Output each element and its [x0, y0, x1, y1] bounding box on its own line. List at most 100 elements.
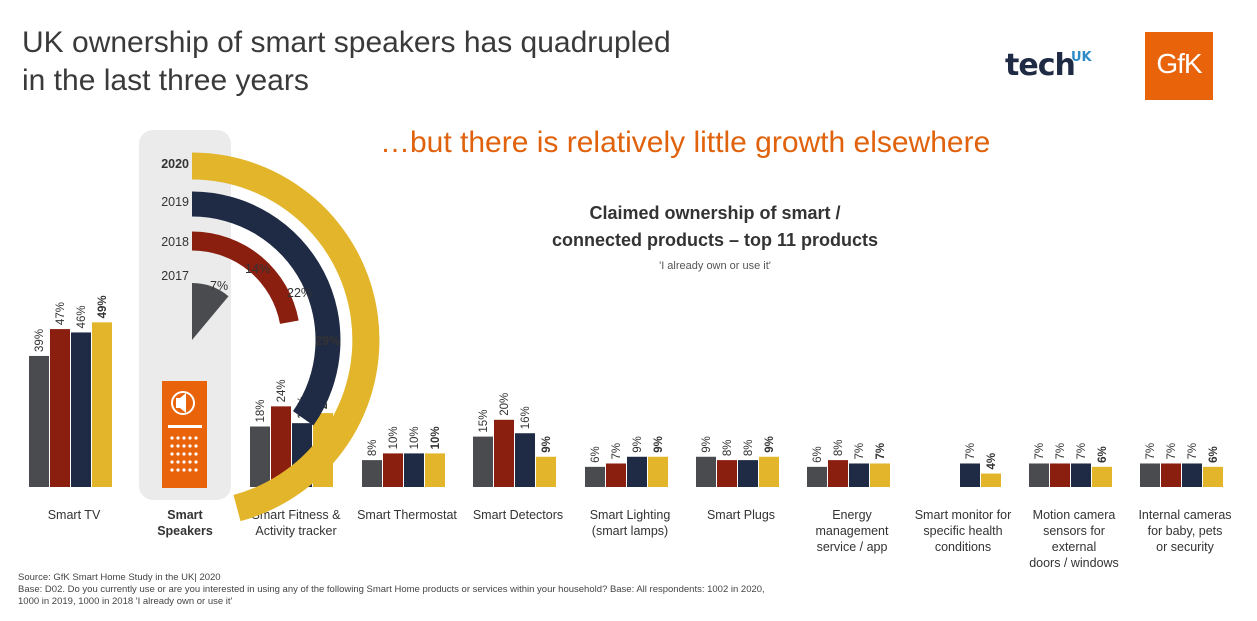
- source-line-1: Source: GfK Smart Home Study in the UK| …: [18, 572, 221, 583]
- data-label: 10%: [388, 426, 400, 449]
- speaker-grille-dot: [182, 468, 186, 472]
- data-label: 6%: [1208, 446, 1220, 463]
- category-label: Energy: [832, 508, 872, 522]
- speaker-grille-dot: [170, 460, 174, 464]
- bar: [473, 436, 493, 487]
- bar: [92, 322, 112, 487]
- arc-value-label: 22%: [287, 286, 312, 300]
- bar: [981, 473, 1001, 487]
- source-line-3: 1000 in 2019, 1000 in 2018 'I already ow…: [18, 596, 233, 607]
- bar: [271, 406, 291, 487]
- data-label: 9%: [764, 436, 776, 453]
- speaker-grille-dot: [188, 452, 192, 456]
- category-group: 6% 7% 9% 9% Smart Lighting (smart lamps): [585, 436, 670, 538]
- bar: [759, 456, 779, 487]
- page-title: UK ownership of smart speakers has quadr…: [22, 24, 782, 100]
- arc-value-label: 7%: [210, 279, 228, 293]
- category-label: Smart Lighting: [590, 508, 671, 522]
- category-label: conditions: [935, 540, 991, 554]
- data-label: 8%: [833, 439, 845, 456]
- chart-title: Claimed ownership of smart / connected p…: [515, 200, 915, 254]
- category-label: Speakers: [157, 524, 213, 538]
- category-label: Smart monitor for: [915, 508, 1012, 522]
- category-group: 39% 47% 46% 49% Smart TV: [29, 295, 112, 522]
- bar: [50, 329, 70, 487]
- category-label: Smart Thermostat: [357, 508, 457, 522]
- category-label: external: [1052, 540, 1096, 554]
- speaker-grille-dot: [188, 444, 192, 448]
- speaker-grille-dot: [170, 452, 174, 456]
- data-label: 7%: [875, 443, 887, 460]
- speaker-grille-dot: [176, 460, 180, 464]
- bar: [1161, 463, 1181, 487]
- data-label: 9%: [701, 436, 713, 453]
- source-line-2: Base: D02. Do you currently use or are y…: [18, 584, 765, 595]
- gfk-logo: GfK: [1145, 32, 1213, 100]
- data-label: 15%: [478, 410, 490, 433]
- data-label: 8%: [367, 439, 379, 456]
- data-label: 7%: [1055, 443, 1067, 460]
- techuk-logo: tech UK: [1005, 48, 1125, 88]
- data-label: 7%: [965, 443, 977, 460]
- speaker-grille-dot: [170, 468, 174, 472]
- smart-speaker-arcs: 2017 7% 2018 14% 2019 22% 2020 29%: [161, 152, 380, 522]
- speaker-ring: [171, 391, 195, 415]
- speaker-grille-dot: [182, 436, 186, 440]
- bar: [515, 433, 535, 487]
- speaker-grille-dot: [194, 468, 198, 472]
- speaker-grille-dot: [194, 452, 198, 456]
- techuk-logo-sup: UK: [1071, 50, 1092, 65]
- subtitle: …but there is relatively little growth e…: [380, 126, 991, 159]
- bar: [494, 419, 514, 487]
- arc-year-label: 2019: [161, 195, 189, 209]
- arc-2020: [192, 152, 380, 522]
- bar: [828, 460, 848, 487]
- bar: [960, 463, 980, 487]
- bar: [425, 453, 445, 487]
- bar: [29, 355, 49, 487]
- category-group: 7% 7% 7% 6% Internal cameras for baby, pets or…: [1138, 443, 1231, 554]
- category-label: Smart: [167, 508, 203, 522]
- data-label: 8%: [722, 439, 734, 456]
- bar: [717, 460, 737, 487]
- arc-year-label: 2018: [161, 235, 189, 249]
- data-label: 7%: [1166, 443, 1178, 460]
- category-label: management: [816, 524, 889, 538]
- bar: [807, 466, 827, 487]
- speaker-grille-dot: [194, 460, 198, 464]
- bar: [404, 453, 424, 487]
- category-label: Smart Plugs: [707, 508, 775, 522]
- data-label: 6%: [590, 446, 602, 463]
- data-label: 7%: [1187, 443, 1199, 460]
- speaker-cone: [176, 393, 186, 413]
- bar: [383, 453, 403, 487]
- data-label: 7%: [1034, 443, 1046, 460]
- category-label: for baby, pets: [1148, 524, 1223, 538]
- bar: [648, 456, 668, 487]
- data-label: 18%: [255, 399, 267, 422]
- arc-value-label: 14%: [245, 262, 270, 276]
- category-label: (smart lamps): [592, 524, 668, 538]
- bar: [627, 456, 647, 487]
- bar: [1182, 463, 1202, 487]
- data-label: 49%: [97, 295, 109, 318]
- speaker-grille-dot: [170, 444, 174, 448]
- data-label: 9%: [653, 436, 665, 453]
- title-line-2: in the last three years: [22, 64, 309, 97]
- data-label: 7%: [854, 443, 866, 460]
- speaker-grille-dot: [182, 444, 186, 448]
- speaker-grille-dot: [176, 452, 180, 456]
- category-label: Smart TV: [48, 508, 101, 522]
- arc-2019: [192, 191, 341, 426]
- speaker-grille-dot: [182, 452, 186, 456]
- category-label: Motion camera: [1033, 508, 1116, 522]
- speaker-grille-dot: [176, 444, 180, 448]
- data-label: 39%: [34, 329, 46, 352]
- speaker-grille-dot: [176, 436, 180, 440]
- category-group: Smart Speakers: [157, 508, 213, 538]
- bar: [362, 460, 382, 487]
- speaker-grille-dot: [194, 436, 198, 440]
- bar: [1092, 466, 1112, 487]
- category-group: 6% 8% 7% 7% Energy management service / app: [807, 439, 890, 554]
- category-label: sensors for: [1043, 524, 1105, 538]
